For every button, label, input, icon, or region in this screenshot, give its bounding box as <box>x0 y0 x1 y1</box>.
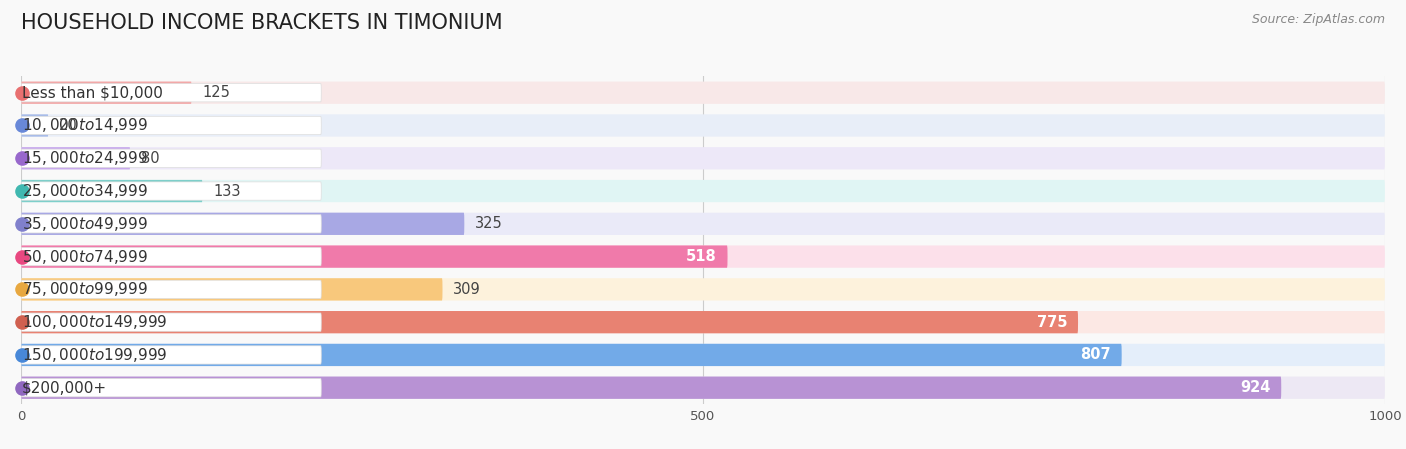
Text: $10,000 to $14,999: $10,000 to $14,999 <box>22 116 148 135</box>
Text: $50,000 to $74,999: $50,000 to $74,999 <box>22 247 148 266</box>
FancyBboxPatch shape <box>21 114 48 136</box>
Text: Less than $10,000: Less than $10,000 <box>22 85 163 100</box>
Point <box>10 188 32 195</box>
FancyBboxPatch shape <box>21 116 321 135</box>
FancyBboxPatch shape <box>21 180 202 202</box>
Text: 807: 807 <box>1080 348 1111 362</box>
Text: $150,000 to $199,999: $150,000 to $199,999 <box>22 346 167 364</box>
FancyBboxPatch shape <box>21 147 131 169</box>
FancyBboxPatch shape <box>21 278 443 300</box>
Point <box>10 122 32 129</box>
Point <box>10 384 32 392</box>
Point <box>10 286 32 293</box>
Text: Source: ZipAtlas.com: Source: ZipAtlas.com <box>1251 13 1385 26</box>
Text: 325: 325 <box>475 216 503 231</box>
FancyBboxPatch shape <box>21 114 1385 136</box>
FancyBboxPatch shape <box>21 344 1122 366</box>
Text: 924: 924 <box>1240 380 1271 395</box>
Text: HOUSEHOLD INCOME BRACKETS IN TIMONIUM: HOUSEHOLD INCOME BRACKETS IN TIMONIUM <box>21 13 503 34</box>
Point <box>10 89 32 97</box>
FancyBboxPatch shape <box>21 280 321 299</box>
FancyBboxPatch shape <box>21 180 1385 202</box>
FancyBboxPatch shape <box>21 213 464 235</box>
FancyBboxPatch shape <box>21 377 1385 399</box>
FancyBboxPatch shape <box>21 278 1385 300</box>
Point <box>10 351 32 358</box>
FancyBboxPatch shape <box>21 313 321 331</box>
Text: $100,000 to $149,999: $100,000 to $149,999 <box>22 313 167 331</box>
FancyBboxPatch shape <box>21 346 321 364</box>
FancyBboxPatch shape <box>21 311 1078 333</box>
FancyBboxPatch shape <box>21 246 727 268</box>
FancyBboxPatch shape <box>21 215 321 233</box>
Point <box>10 319 32 326</box>
Text: 309: 309 <box>453 282 481 297</box>
FancyBboxPatch shape <box>21 379 321 397</box>
Text: $25,000 to $34,999: $25,000 to $34,999 <box>22 182 148 200</box>
Text: 125: 125 <box>202 85 231 100</box>
Text: $200,000+: $200,000+ <box>22 380 107 395</box>
Text: 775: 775 <box>1036 315 1067 330</box>
Text: $35,000 to $49,999: $35,000 to $49,999 <box>22 215 148 233</box>
Text: $15,000 to $24,999: $15,000 to $24,999 <box>22 149 148 167</box>
FancyBboxPatch shape <box>21 82 191 104</box>
Text: 518: 518 <box>686 249 717 264</box>
FancyBboxPatch shape <box>21 311 1385 333</box>
Text: $75,000 to $99,999: $75,000 to $99,999 <box>22 280 148 299</box>
FancyBboxPatch shape <box>21 182 321 200</box>
FancyBboxPatch shape <box>21 84 321 102</box>
Point <box>10 253 32 260</box>
FancyBboxPatch shape <box>21 147 1385 169</box>
FancyBboxPatch shape <box>21 344 1385 366</box>
Text: 80: 80 <box>141 151 160 166</box>
FancyBboxPatch shape <box>21 377 1281 399</box>
FancyBboxPatch shape <box>21 213 1385 235</box>
Text: 20: 20 <box>59 118 77 133</box>
FancyBboxPatch shape <box>21 247 321 266</box>
FancyBboxPatch shape <box>21 246 1385 268</box>
Point <box>10 154 32 162</box>
FancyBboxPatch shape <box>21 82 1385 104</box>
FancyBboxPatch shape <box>21 149 321 167</box>
Text: 133: 133 <box>214 184 240 198</box>
Point <box>10 220 32 228</box>
